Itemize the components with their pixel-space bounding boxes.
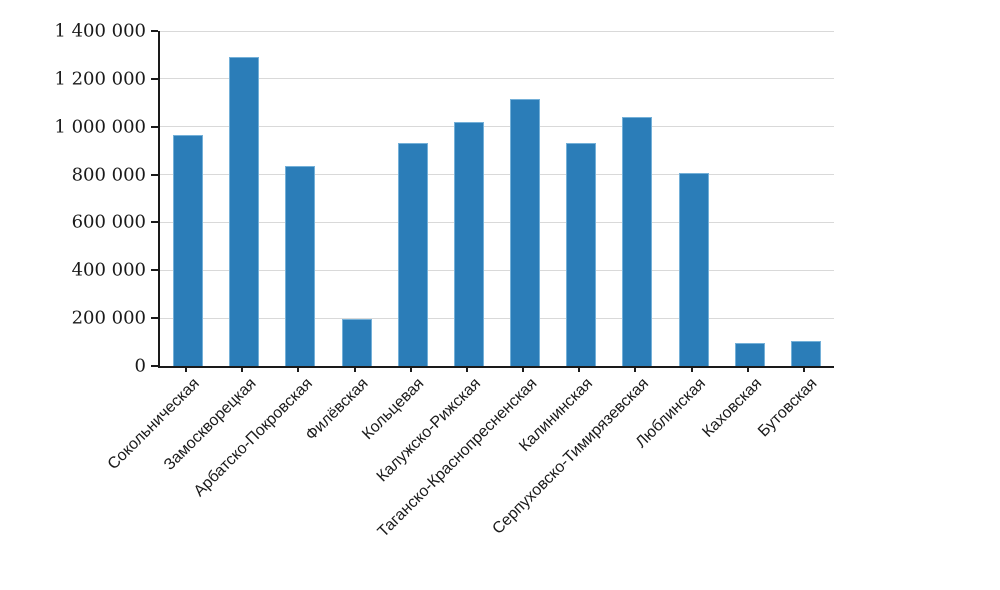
x-tick-mark bbox=[185, 368, 188, 372]
y-tick-label: 400 000 bbox=[71, 259, 146, 281]
gridline bbox=[160, 317, 834, 319]
gridline bbox=[160, 174, 834, 176]
y-tick-label: 600 000 bbox=[71, 211, 146, 233]
x-tick-mark bbox=[746, 368, 749, 372]
x-tick-mark bbox=[522, 368, 525, 372]
bar bbox=[229, 57, 260, 366]
y-tick-mark bbox=[151, 365, 158, 367]
y-tick-label: 1 400 000 bbox=[54, 20, 146, 42]
x-tick-mark bbox=[409, 368, 412, 372]
gridline bbox=[160, 269, 834, 271]
bar bbox=[790, 340, 821, 366]
gridline bbox=[160, 126, 834, 128]
x-tick-mark bbox=[465, 368, 468, 372]
bar bbox=[510, 99, 541, 366]
y-tick-label: 0 bbox=[134, 355, 146, 377]
x-tick-mark bbox=[297, 368, 300, 372]
x-tick-label: Бутовская bbox=[755, 375, 821, 441]
bar bbox=[397, 143, 428, 366]
y-tick-mark bbox=[151, 269, 158, 272]
x-tick-label: Каховская bbox=[698, 375, 765, 441]
x-tick-mark bbox=[802, 368, 805, 372]
bar bbox=[734, 343, 765, 366]
x-tick-label: Калужско-Рижская bbox=[373, 375, 484, 486]
y-tick-label: 1 000 000 bbox=[54, 116, 146, 138]
bar bbox=[622, 117, 653, 366]
x-tick-mark bbox=[690, 368, 693, 372]
bar bbox=[285, 166, 316, 366]
gridline bbox=[160, 221, 834, 223]
y-tick-mark bbox=[151, 317, 158, 320]
bar bbox=[341, 319, 372, 366]
bar bbox=[678, 173, 709, 366]
y-tick-label: 200 000 bbox=[71, 307, 146, 329]
bar bbox=[453, 121, 484, 366]
x-tick-mark bbox=[241, 368, 244, 372]
y-tick-mark bbox=[151, 125, 158, 128]
x-tick-mark bbox=[353, 368, 356, 372]
y-tick-mark bbox=[151, 30, 158, 32]
y-tick-mark bbox=[151, 221, 158, 224]
bar bbox=[173, 135, 204, 366]
plot-area bbox=[158, 30, 834, 368]
x-tick-mark bbox=[634, 368, 637, 372]
y-tick-mark bbox=[151, 173, 158, 176]
y-tick-label: 1 200 000 bbox=[54, 68, 146, 90]
x-tick-mark bbox=[578, 368, 581, 372]
bar bbox=[566, 143, 597, 366]
gridline bbox=[160, 30, 834, 32]
y-tick-label: 800 000 bbox=[71, 164, 146, 186]
gridline bbox=[160, 78, 834, 80]
y-tick-mark bbox=[151, 77, 158, 80]
